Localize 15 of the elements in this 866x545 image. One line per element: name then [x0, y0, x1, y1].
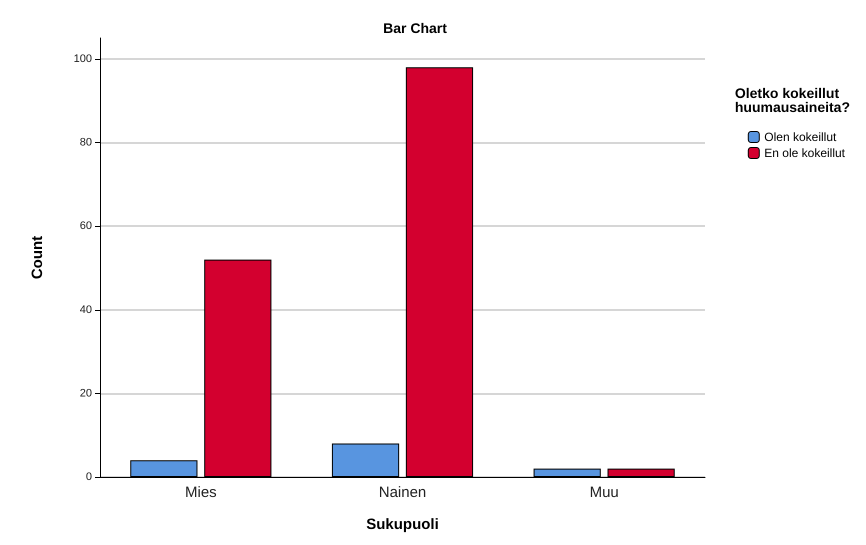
legend-title: Oletko kokeillut huumausaineita?	[734, 85, 850, 115]
y-axis-title: Count	[29, 236, 46, 280]
x-tick-label: Muu	[590, 484, 619, 501]
y-tick-label: 20	[80, 387, 92, 400]
legend-label: Olen kokeillut	[764, 130, 837, 144]
legend-label: En ole kokeillut	[764, 146, 846, 160]
y-tick-label: 100	[74, 52, 92, 65]
y-tick-label: 80	[80, 136, 92, 149]
x-tick-label: Nainen	[378, 484, 426, 501]
x-tick-label: Mies	[184, 484, 217, 501]
x-axis-title: Sukupuoli	[366, 516, 439, 533]
y-tick-label: 60	[80, 220, 92, 232]
y-tick-label: 40	[80, 304, 92, 316]
y-tick-label: 0	[86, 471, 92, 483]
chart-title: Bar Chart	[383, 20, 448, 36]
